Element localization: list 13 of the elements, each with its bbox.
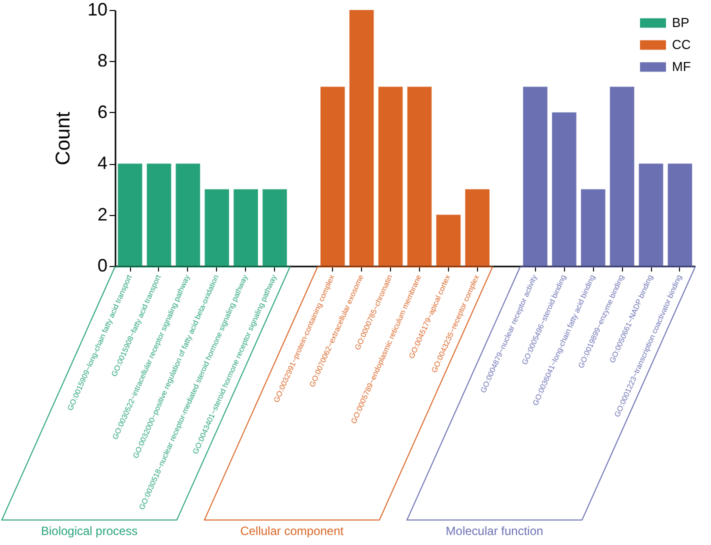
y-tick-label: 4 — [97, 153, 108, 174]
legend-label: CC — [672, 37, 691, 52]
y-tick-label: 8 — [97, 50, 108, 71]
text: Biological process — [40, 524, 138, 538]
text: Molecular function — [446, 524, 544, 538]
text: Cellular component — [240, 524, 344, 538]
y-tick-label: 0 — [97, 256, 108, 276]
y-tick-label: 10 — [87, 0, 108, 20]
y-tick-label: 6 — [97, 102, 108, 122]
y-tick-label: 2 — [97, 204, 108, 224]
legend-label: BP — [672, 15, 690, 30]
legend-label: MF — [672, 59, 691, 74]
y-axis-title: Count — [52, 111, 74, 166]
